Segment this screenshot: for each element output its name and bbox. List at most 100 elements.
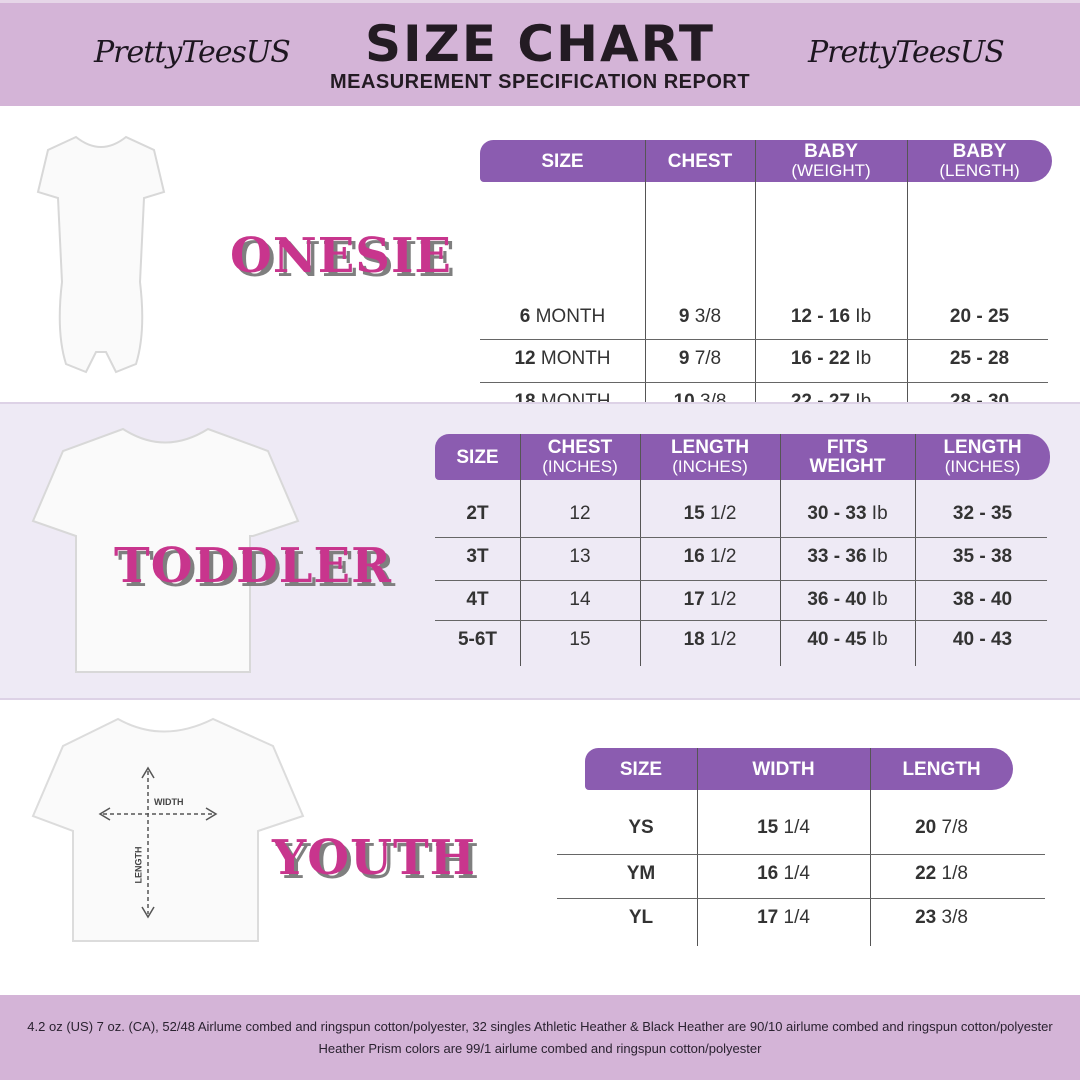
table-cell: 40 - 45 Ib — [807, 629, 888, 650]
table-cell: 22 1/8 — [915, 863, 968, 884]
column-header: LENGTH (INCHES) — [640, 434, 780, 480]
column-divider — [870, 748, 871, 946]
brand-logo-left: PrettyTeesUS — [94, 35, 291, 70]
table-cell: 32 - 35 — [952, 503, 1013, 524]
table-cell: 16 1/4 — [757, 863, 810, 884]
column-header-subtitle: (LENGTH) — [939, 161, 1020, 180]
table-cell: 17 1/2 — [683, 589, 737, 610]
column-header: LENGTH (INCHES) — [915, 434, 1050, 480]
column-header-subtitle: (WEIGHT) — [791, 161, 871, 180]
table-cell: 20 - 25 — [949, 306, 1010, 327]
row-divider — [480, 382, 1048, 383]
youth-size-table: SIZE WIDTH LENGTH YS 15 1/4 20 7/8 YM 16 1/4 22 … — [557, 748, 1045, 946]
column-divider — [640, 434, 641, 666]
column-header-title: LENGTH — [943, 437, 1022, 458]
table-cell: 16 1/2 — [683, 546, 737, 567]
table-cell: 30 - 33 Ib — [807, 503, 888, 524]
toddler-size-table: SIZE CHEST (INCHES) LENGTH (INCHES) FITS WEIGH… — [435, 434, 1050, 670]
column-divider — [915, 434, 916, 666]
column-header-subtitle: (INCHES) — [542, 457, 618, 476]
column-header-subtitle: WEIGHT — [809, 456, 886, 477]
table-header: SIZE CHEST (INCHES) LENGTH (INCHES) FITS WEIGH… — [435, 434, 1050, 480]
column-divider — [780, 434, 781, 666]
fabric-description: 4.2 oz (US) 7 oz. (CA), 52/48 Airlume co… — [0, 995, 1080, 1080]
table-cell: 6 MONTH — [519, 306, 606, 327]
page-title: SIZE CHART — [364, 15, 716, 73]
column-header-title: BABY — [804, 141, 858, 162]
table-cell: 12 — [569, 503, 591, 524]
column-divider — [645, 140, 646, 470]
column-header-subtitle: (INCHES) — [672, 457, 748, 476]
table-cell: 16 - 22 Ib — [790, 348, 872, 369]
column-header: CHEST (INCHES) — [520, 434, 640, 480]
table-cell: 12 MONTH — [514, 348, 611, 369]
table-cell: YM — [626, 863, 656, 884]
youth-section: WIDTH LENGTH YOUTH SIZE WIDTH LENGTH YS 15 1… — [0, 700, 1080, 995]
column-header: CHEST — [645, 140, 755, 182]
table-cell: 17 1/4 — [757, 907, 810, 928]
onesie-image — [36, 135, 166, 374]
table-cell: 5-6T — [457, 629, 498, 650]
column-header-subtitle: (INCHES) — [944, 457, 1021, 476]
table-cell: 20 7/8 — [915, 817, 968, 838]
youth-tshirt-image — [31, 717, 305, 942]
column-header: FITS WEIGHT — [780, 434, 915, 480]
table-cell: YL — [628, 907, 654, 928]
onesie-section: ONESIE SIZE CHEST BABY (WEIGHT) BABY (LENGTH)… — [0, 106, 1080, 470]
table-cell: 9 3/8 — [678, 306, 722, 327]
column-divider — [520, 434, 521, 666]
table-cell: 13 — [569, 546, 591, 567]
table-cell: 15 — [569, 629, 591, 650]
table-cell: 12 - 16 Ib — [790, 306, 872, 327]
row-divider — [435, 580, 1047, 581]
table-header: SIZE WIDTH LENGTH — [585, 748, 1013, 790]
table-cell: 15 1/2 — [683, 503, 737, 524]
column-header-title: CHEST — [667, 150, 733, 172]
table-cell: 18 1/2 — [683, 629, 737, 650]
table-cell: 4T — [466, 589, 489, 610]
column-header-title: BABY — [952, 141, 1007, 162]
column-header-title: FITS — [826, 437, 869, 458]
column-header: SIZE — [480, 140, 645, 182]
column-header-title: LENGTH — [902, 758, 981, 780]
column-divider — [755, 140, 756, 470]
column-header-title: SIZE — [541, 150, 584, 172]
table-cell: 2T — [466, 503, 489, 524]
table-header: SIZE CHEST BABY (WEIGHT) BABY (LENGTH) — [480, 140, 1052, 182]
length-annotation: LENGTH — [133, 846, 144, 884]
table-cell: 36 - 40 Ib — [807, 589, 888, 610]
column-divider — [907, 140, 908, 470]
toddler-tshirt-image — [31, 427, 300, 673]
table-cell: 23 3/8 — [915, 907, 968, 928]
row-divider — [557, 898, 1045, 899]
table-cell: 25 - 28 — [949, 348, 1010, 369]
column-header-title: CHEST — [547, 437, 613, 458]
table-cell: 40 - 43 — [952, 629, 1013, 650]
column-header: SIZE — [585, 748, 697, 790]
column-header-title: SIZE — [619, 758, 663, 780]
table-cell: 3T — [466, 546, 489, 567]
width-annotation: WIDTH — [154, 797, 184, 807]
row-divider — [435, 537, 1047, 538]
column-header-title: SIZE — [456, 446, 499, 468]
table-cell: 35 - 38 — [952, 546, 1013, 567]
column-header: SIZE — [435, 434, 520, 480]
table-cell: YS — [628, 817, 654, 838]
onesie-label: ONESIE — [230, 228, 452, 284]
row-divider — [557, 854, 1045, 855]
column-header: LENGTH — [870, 748, 1013, 790]
column-header: BABY (WEIGHT) — [755, 140, 907, 182]
toddler-label: TODDLER — [114, 538, 393, 594]
toddler-section: TODDLER SIZE CHEST (INCHES) LENGTH (INCHES) F… — [0, 402, 1080, 700]
table-cell: 14 — [569, 589, 591, 610]
header-banner: PrettyTeesUS SIZE CHART MEASUREMENT SPEC… — [0, 0, 1080, 106]
column-header-title: WIDTH — [752, 758, 815, 780]
column-header: WIDTH — [697, 748, 870, 790]
row-divider — [480, 339, 1048, 340]
youth-label: YOUTH — [272, 830, 477, 886]
table-cell: 33 - 36 Ib — [807, 546, 888, 567]
column-divider — [697, 748, 698, 946]
page-subtitle: MEASUREMENT SPECIFICATION REPORT — [329, 71, 751, 93]
table-cell: 38 - 40 — [952, 589, 1013, 610]
row-divider — [435, 620, 1047, 621]
